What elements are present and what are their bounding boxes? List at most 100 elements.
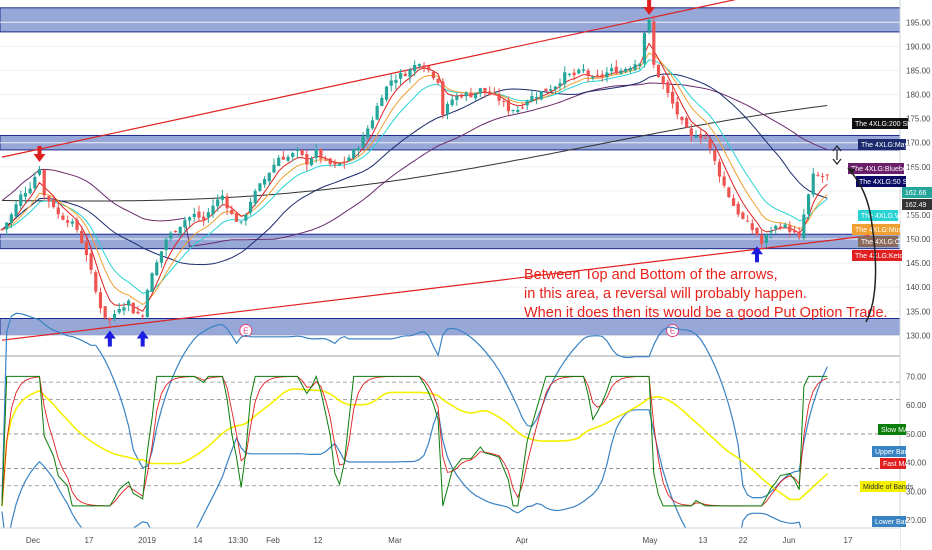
candle-body: [638, 63, 642, 66]
candle-body: [595, 74, 600, 76]
candle-body: [220, 195, 224, 200]
sma-200-line: [2, 105, 828, 202]
candle-body: [277, 157, 281, 166]
support-resistance-zone: [0, 318, 901, 336]
candle-body: [488, 91, 492, 96]
candle-body: [652, 21, 656, 65]
upper-band-line: [1, 312, 828, 501]
down-arrow-icon: [643, 0, 656, 16]
candle-body: [680, 116, 684, 121]
candle-body: [506, 100, 511, 112]
candle-body: [286, 156, 290, 161]
candle-body: [417, 64, 421, 67]
earnings-marker: E: [239, 324, 253, 338]
candle-body: [28, 188, 32, 194]
tag-close: 162.66: [902, 187, 932, 198]
candle-body: [295, 149, 300, 152]
candle-body: [19, 194, 23, 206]
tag-middle-of-bands-text: Middle of Bands: [863, 484, 914, 491]
tag-ketchup: The 4XLG:Ketchup: [852, 250, 915, 261]
candle-body: [591, 77, 595, 79]
candle-body: [117, 308, 121, 313]
tag-mayo-text: The 4XLG:Mayo: [861, 142, 912, 149]
tag-carrot-text: The 4XLG:Carrot: [861, 239, 914, 246]
tag-mustard-text: The 4XLG:Mustard: [855, 227, 914, 234]
candle-body: [234, 213, 239, 222]
candle-body: [694, 135, 698, 138]
candle-body: [474, 92, 478, 99]
candle-body: [398, 72, 403, 79]
candle-body: [408, 69, 412, 77]
tag-50-sma: The 4XLG:50 SMA: [856, 176, 918, 187]
candle-body: [459, 96, 464, 98]
time-axis[interactable]: [0, 528, 900, 550]
tag-200-sma-text: The 4XLG:200 SMA: [855, 121, 918, 128]
indicator-tick-label: 20.00: [906, 516, 927, 525]
tag-water: The 4XLG:Water: [858, 210, 914, 221]
candle-body: [47, 196, 51, 202]
support-resistance-zone: [0, 7, 901, 33]
candle-body: [230, 209, 234, 214]
price-tick-label: 150.00: [906, 235, 931, 244]
candle-body: [811, 173, 815, 195]
annotation-line-2: in this area, a reversal will probably h…: [524, 286, 807, 302]
fast-ma-line: [1, 375, 828, 507]
earnings-marker: E: [666, 324, 680, 338]
tag-water-text: The 4XLG:Water: [861, 213, 914, 220]
candle-body: [389, 80, 393, 86]
candle-body: [642, 33, 647, 64]
candle-body: [731, 198, 736, 206]
candle-body: [51, 199, 56, 208]
indicator-tick-label: 50.00: [906, 430, 927, 439]
price-tick-label: 170.00: [906, 139, 931, 148]
trendline: [1, 235, 870, 341]
candle-body: [760, 235, 764, 244]
candle-body: [70, 221, 74, 224]
candle-body: [581, 69, 586, 71]
candle-body: [703, 137, 707, 139]
candle-body: [23, 193, 28, 197]
annotation-connector: [847, 167, 877, 323]
candle-body: [422, 65, 426, 69]
candle-body: [806, 194, 811, 215]
tag-middle-of-bands: Middle of Bands: [860, 481, 914, 492]
time-axis-ticks: Dec 17 2019 14 13:30 Feb 12 Mar Apr May 13 22 Jun 17: [26, 536, 853, 545]
candle-body: [605, 72, 609, 78]
moving-averages: [1, 42, 828, 312]
candle-body: [427, 66, 431, 71]
candle-body: [821, 176, 825, 178]
candle-body: [699, 134, 703, 139]
annotation-line-1: Between Top and Bottom of the arrows,: [524, 267, 778, 283]
mustard-line: [1, 52, 828, 306]
candle-body: [178, 226, 182, 234]
candle-body: [183, 220, 187, 228]
candle-body: [502, 101, 506, 103]
candle-body: [647, 19, 651, 31]
indicator-axis-ticks: 70.00 60.00 50.00 40.00 30.00 20.00: [906, 372, 927, 525]
candle-body: [577, 69, 581, 74]
indicator-tick-label: 40.00: [906, 459, 927, 468]
candle-body: [610, 68, 614, 72]
candle-body: [145, 290, 149, 317]
candle-body: [530, 96, 534, 102]
candle-body: [141, 315, 145, 317]
price-tick-label: 185.00: [906, 66, 931, 75]
candle-body: [164, 239, 168, 251]
candle-body: [309, 158, 314, 166]
candle-body: [619, 70, 623, 74]
trendlines: [1, 0, 870, 341]
candle-body: [666, 82, 670, 94]
time-tick-label: 2019: [138, 536, 156, 545]
candle-body: [797, 232, 801, 237]
candle-body: [319, 149, 323, 159]
candle-body: [764, 234, 768, 243]
candle-body: [445, 103, 450, 115]
candle-body: [478, 88, 482, 94]
candle-body: [553, 86, 557, 90]
tag-50-sma-text: The 4XLG:50 SMA: [859, 179, 918, 186]
candle-body: [375, 105, 379, 120]
candle-body: [94, 272, 98, 292]
tag-fast-ma-text: Fast MA: [883, 461, 909, 468]
candle-body: [713, 150, 717, 161]
annotation: Between Top and Bottom of the arrows, in…: [524, 267, 888, 321]
